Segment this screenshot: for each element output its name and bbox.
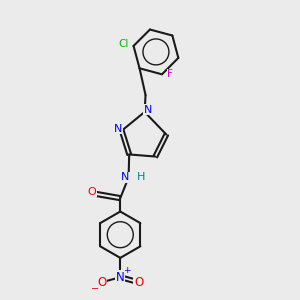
Text: −: −	[91, 284, 99, 294]
Text: H: H	[137, 172, 145, 182]
Text: N: N	[121, 172, 129, 182]
Text: O: O	[97, 276, 106, 289]
Text: N: N	[116, 271, 125, 284]
Text: +: +	[123, 266, 130, 275]
Text: N: N	[114, 124, 122, 134]
Text: N: N	[144, 105, 152, 115]
Text: F: F	[167, 69, 173, 79]
Text: Cl: Cl	[119, 39, 129, 50]
Text: O: O	[88, 187, 96, 196]
Text: O: O	[134, 276, 143, 289]
